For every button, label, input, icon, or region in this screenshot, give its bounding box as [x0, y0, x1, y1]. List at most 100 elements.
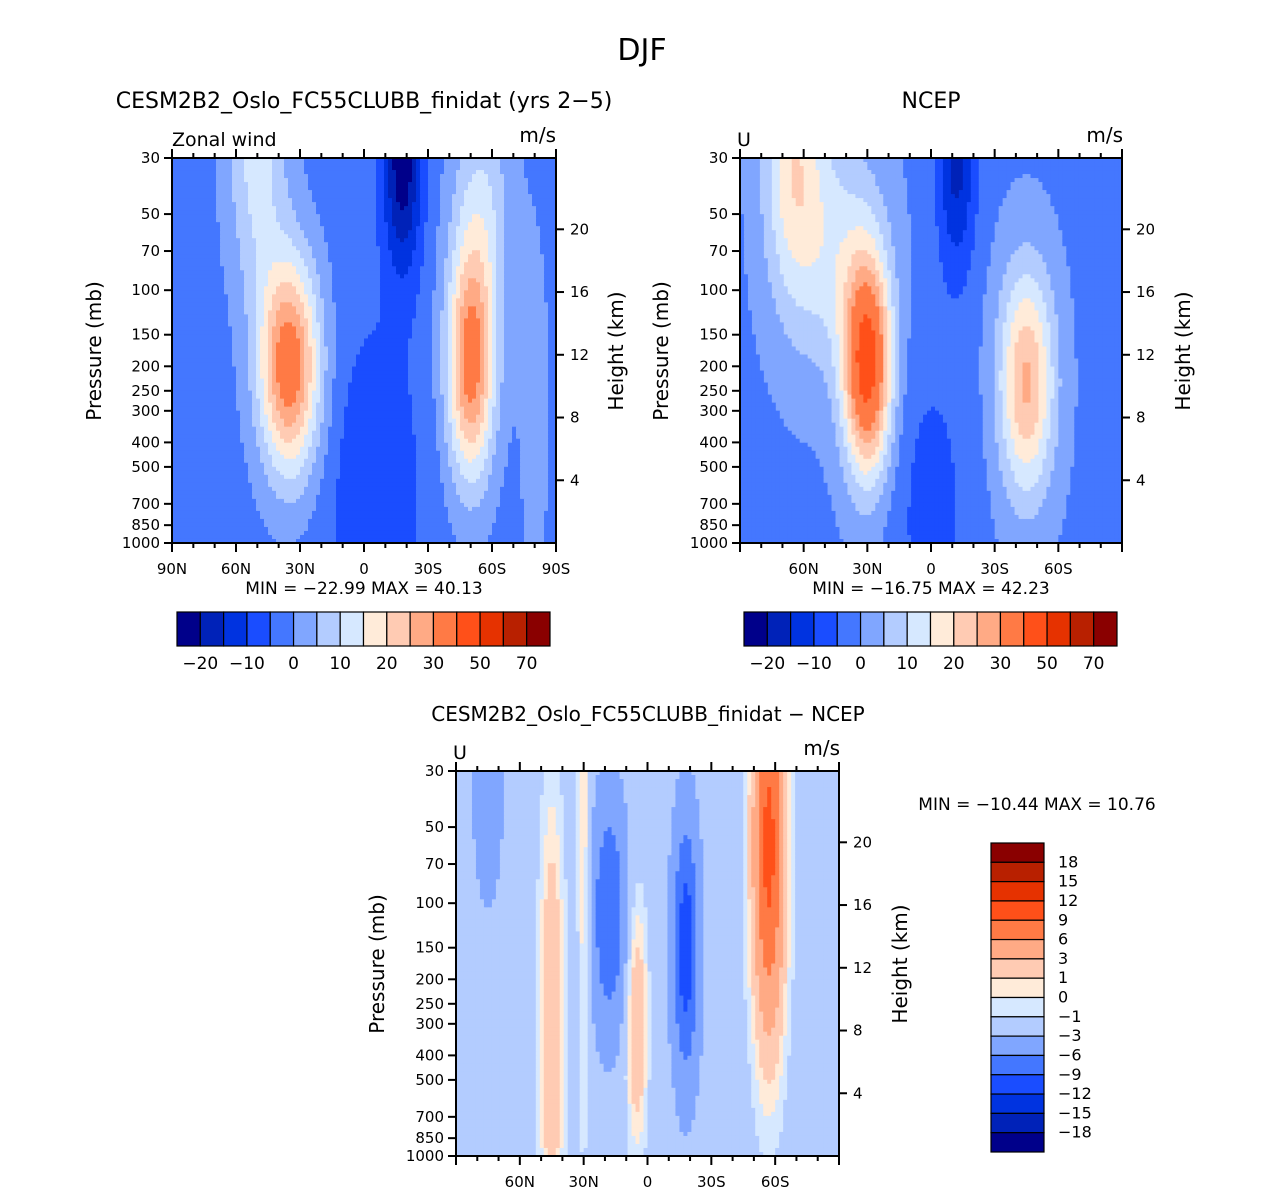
- contour-cell: [340, 230, 345, 235]
- contour-cell: [252, 318, 257, 323]
- contour-cell: [204, 351, 209, 356]
- contour-cell: [268, 214, 273, 219]
- contour-cell: [204, 310, 209, 315]
- contour-cell: [452, 326, 457, 331]
- contour-cell: [496, 355, 501, 360]
- contour-cell: [464, 306, 469, 311]
- contour-cell: [268, 355, 273, 360]
- contour-cell: [436, 282, 441, 287]
- contour-cell: [276, 270, 281, 275]
- contour-cell: [432, 214, 437, 219]
- contour-cell: [296, 318, 301, 323]
- contour-cell: [428, 302, 433, 307]
- contour-cell: [236, 170, 241, 175]
- contour-cell: [360, 254, 365, 259]
- contour-cell: [492, 318, 497, 323]
- contour-cell: [492, 198, 497, 203]
- contour-cell: [344, 170, 349, 175]
- contour-cell: [364, 278, 369, 283]
- contour-cell: [208, 162, 213, 167]
- contour-cell: [260, 190, 265, 195]
- contour-cell: [540, 294, 545, 299]
- contour-cell: [540, 346, 545, 351]
- contour-cell: [288, 334, 293, 339]
- contour-cell: [208, 218, 213, 223]
- contour-cell: [248, 351, 253, 356]
- contour-cell: [468, 242, 473, 247]
- y-axis-label: Pressure (mb): [649, 281, 673, 421]
- contour-cell: [184, 170, 189, 175]
- contour-cell: [520, 246, 525, 251]
- contour-cell: [464, 286, 469, 291]
- contour-cell: [224, 262, 229, 267]
- contour-cell: [188, 270, 193, 275]
- contour-cell: [440, 174, 445, 179]
- contour-cell: [196, 234, 201, 239]
- contour-cell: [204, 222, 209, 227]
- contour-cell: [532, 230, 537, 235]
- contour-cell: [524, 234, 529, 239]
- contour-cell: [400, 351, 405, 356]
- contour-cell: [496, 334, 501, 339]
- contour-cell: [324, 182, 329, 187]
- contour-cell: [336, 254, 341, 259]
- contour-cell: [284, 174, 289, 179]
- contour-cell: [536, 270, 541, 275]
- contour-cell: [464, 310, 469, 315]
- contour-cell: [420, 326, 425, 331]
- contour-cell: [424, 326, 429, 331]
- contour-cell: [516, 290, 521, 295]
- contour-cell: [388, 166, 393, 171]
- contour-cell: [340, 182, 345, 187]
- contour-cell: [512, 214, 517, 219]
- contour-cell: [520, 210, 525, 215]
- contour-cell: [396, 250, 401, 255]
- contour-cell: [300, 290, 305, 295]
- contour-cell: [432, 222, 437, 227]
- contour-cell: [548, 178, 553, 183]
- contour-cell: [528, 302, 533, 307]
- contour-cell: [268, 182, 273, 187]
- contour-cell: [296, 194, 301, 199]
- contour-cell: [432, 202, 437, 207]
- contour-cell: [500, 326, 505, 331]
- contour-cell: [444, 363, 449, 368]
- contour-cell: [336, 363, 341, 368]
- contour-cell: [376, 282, 381, 287]
- contour-cell: [544, 190, 549, 195]
- contour-cell: [528, 238, 533, 243]
- contour-cell: [456, 250, 461, 255]
- contour-cell: [252, 238, 257, 243]
- contour-cell: [328, 318, 333, 323]
- contour-cell: [272, 270, 277, 275]
- contour-cell: [332, 294, 337, 299]
- contour-cell: [208, 338, 213, 343]
- contour-cell: [384, 250, 389, 255]
- contour-cell: [396, 278, 401, 283]
- contour-cell: [252, 346, 257, 351]
- contour-cell: [436, 194, 441, 199]
- contour-cell: [296, 302, 301, 307]
- contour-cell: [464, 294, 469, 299]
- contour-cell: [232, 298, 237, 303]
- contour-cell: [356, 302, 361, 307]
- contour-cell: [364, 182, 369, 187]
- contour-cell: [376, 198, 381, 203]
- contour-cell: [300, 363, 305, 368]
- contour-cell: [324, 186, 329, 191]
- contour-cell: [460, 286, 465, 291]
- contour-cell: [328, 359, 333, 364]
- contour-cell: [412, 302, 417, 307]
- contour-cell: [424, 274, 429, 279]
- contour-cell: [440, 162, 445, 167]
- contour-cell: [464, 206, 469, 211]
- contour-cell: [176, 162, 181, 167]
- contour-cell: [220, 322, 225, 327]
- contour-cell: [516, 234, 521, 239]
- contour-cell: [188, 334, 193, 339]
- contour-cell: [188, 351, 193, 356]
- contour-cell: [248, 246, 253, 251]
- contour-cell: [444, 290, 449, 295]
- contour-cell: [200, 170, 205, 175]
- contour-cell: [364, 166, 369, 171]
